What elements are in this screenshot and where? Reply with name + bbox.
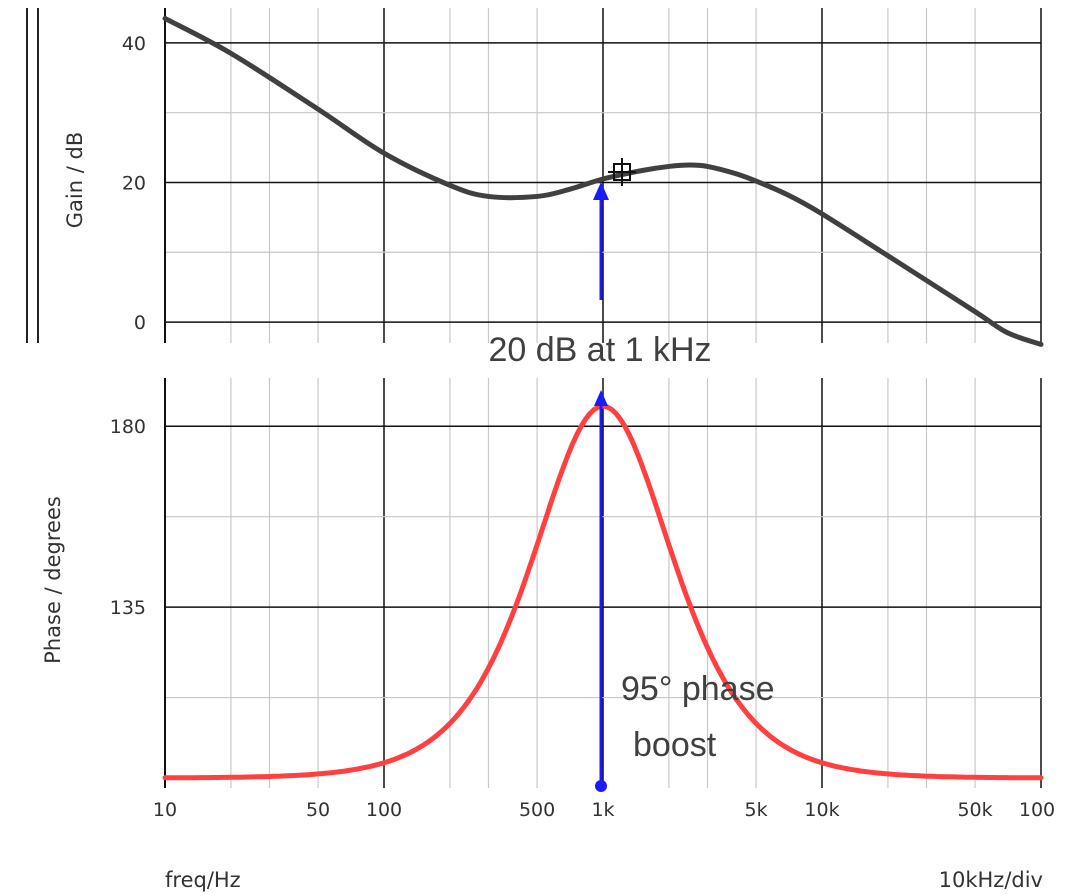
gain-panel: 0 20 40 Gain / dB bbox=[63, 8, 1044, 347]
phase-axis-title: Phase / degrees bbox=[41, 496, 65, 664]
gain-ytick-label: 40 bbox=[122, 33, 146, 55]
phase-xtick-label: 100 bbox=[366, 799, 402, 821]
gain-grid bbox=[164, 8, 1042, 343]
footer-xlabel: freq/Hz bbox=[165, 868, 241, 892]
phase-yticks: 135 180 bbox=[110, 416, 146, 619]
phase-arrowhead-icon bbox=[594, 390, 608, 406]
phase-xtick-label: 500 bbox=[519, 799, 555, 821]
gain-ytick-label: 0 bbox=[134, 312, 146, 334]
phase-xticks: 10 50 100 500 1k 5k 10k 50k 100 bbox=[153, 799, 1055, 821]
phase-xtick-label: 100 bbox=[1019, 799, 1055, 821]
phase-xtick-label: 5k bbox=[745, 799, 768, 821]
phase-annotation-dot bbox=[595, 780, 607, 792]
phase-panel: 135 180 10 50 100 500 1k 5k 10k 50k 100 Phase / d… bbox=[41, 378, 1055, 821]
gain-arrowhead-icon bbox=[593, 182, 609, 200]
phase-ytick-label: 135 bbox=[110, 597, 146, 619]
phase-xtick-label: 1k bbox=[591, 799, 614, 821]
gain-yticks: 0 20 40 bbox=[122, 33, 146, 334]
phase-xtick-label: 50 bbox=[306, 799, 330, 821]
cursor-marker-icon bbox=[608, 158, 636, 186]
gain-axis-title: Gain / dB bbox=[63, 132, 87, 228]
phase-xtick-label: 10 bbox=[153, 799, 177, 821]
phase-xtick-label: 10k bbox=[804, 799, 839, 821]
footer-scale: 10kHz/div bbox=[939, 868, 1043, 892]
gain-curve bbox=[162, 15, 1044, 347]
gain-annotation-text: 20 dB at 1 kHz bbox=[488, 331, 711, 369]
phase-xtick-label: 50k bbox=[957, 799, 992, 821]
phase-grid bbox=[164, 378, 1042, 788]
phase-annotation-line1: 95° phase bbox=[621, 670, 775, 708]
phase-annotation-line2: boost bbox=[633, 726, 717, 764]
phase-curve bbox=[162, 403, 1044, 781]
phase-ytick-label: 180 bbox=[110, 416, 146, 438]
gain-ytick-label: 20 bbox=[122, 172, 146, 194]
